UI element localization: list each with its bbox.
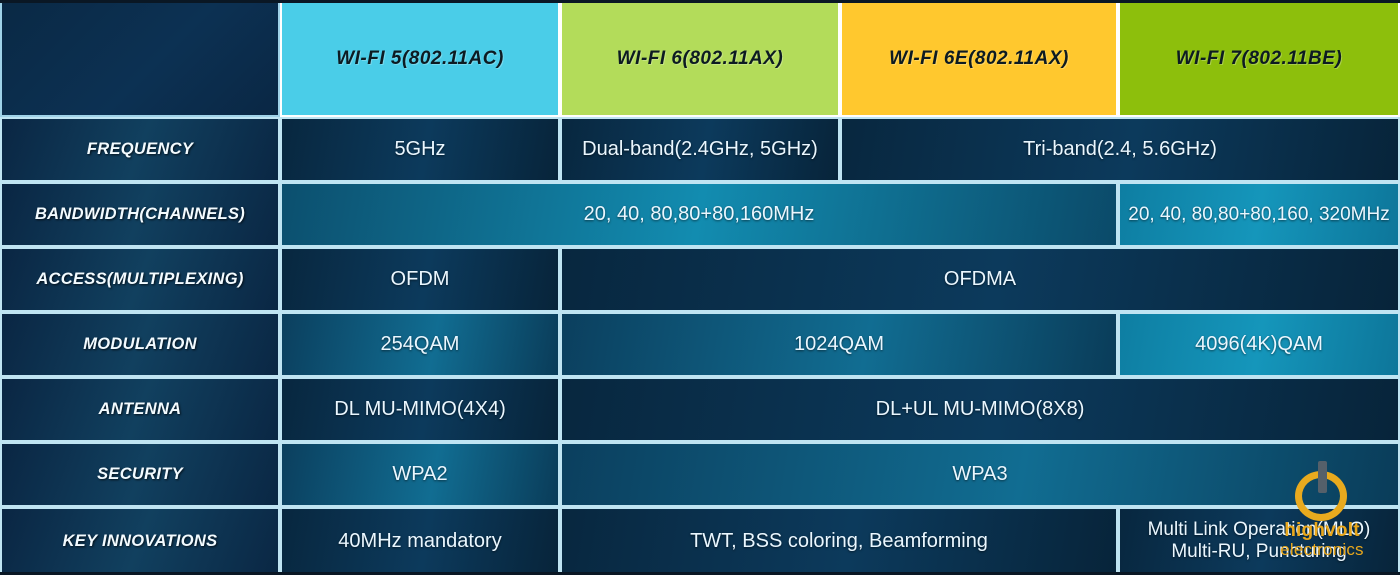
cell-innovations-wifi5: 40MHz mandatory — [280, 507, 560, 575]
row-label-security: SECURITY — [0, 442, 280, 507]
row-label-key-innovations: KEY INNOVATIONS — [0, 507, 280, 575]
cell-bandwidth-wifi5-6-6e: 20, 40, 80,80+80,160MHz — [280, 182, 1118, 247]
cell-modulation-wifi5: 254QAM — [280, 312, 560, 377]
cell-security-wifi6-6e-7: WPA3 — [560, 442, 1400, 507]
row-label-modulation: MODULATION — [0, 312, 280, 377]
column-header-wifi6e: WI-FI 6E(802.11AX) — [840, 0, 1118, 117]
cell-antenna-wifi5: DL MU-MIMO(4X4) — [280, 377, 560, 442]
table-corner-cell — [0, 0, 280, 117]
cell-modulation-wifi6-6e: 1024QAM — [560, 312, 1118, 377]
row-label-antenna: ANTENNA — [0, 377, 280, 442]
cell-access-wifi5: OFDM — [280, 247, 560, 312]
column-header-wifi7: WI-FI 7(802.11BE) — [1118, 0, 1400, 117]
cell-innovations-wifi7: Multi Link Operation(MLO) Multi-RU, Punc… — [1118, 507, 1400, 575]
cell-bandwidth-wifi7: 20, 40, 80,80+80,160, 320MHz — [1118, 182, 1400, 247]
cell-security-wifi5: WPA2 — [280, 442, 560, 507]
cell-modulation-wifi7: 4096(4K)QAM — [1118, 312, 1400, 377]
row-label-access: ACCESS(MULTIPLEXING) — [0, 247, 280, 312]
cell-access-wifi6-6e-7: OFDMA — [560, 247, 1400, 312]
frame-bottom-edge — [0, 572, 1400, 575]
row-label-bandwidth: BANDWIDTH(CHANNELS) — [0, 182, 280, 247]
cell-antenna-wifi6-6e-7: DL+UL MU-MIMO(8X8) — [560, 377, 1400, 442]
cell-innovations-wifi6-6e: TWT, BSS coloring, Beamforming — [560, 507, 1118, 575]
frame-top-edge — [0, 0, 1400, 3]
column-header-wifi5: WI-FI 5(802.11AC) — [280, 0, 560, 117]
cell-frequency-wifi5: 5GHz — [280, 117, 560, 182]
cell-frequency-wifi6e-wifi7: Tri-band(2.4, 5.6GHz) — [840, 117, 1400, 182]
column-header-wifi6: WI-FI 6(802.11AX) — [560, 0, 840, 117]
row-label-frequency: FREQUENCY — [0, 117, 280, 182]
cell-frequency-wifi6: Dual-band(2.4GHz, 5GHz) — [560, 117, 840, 182]
